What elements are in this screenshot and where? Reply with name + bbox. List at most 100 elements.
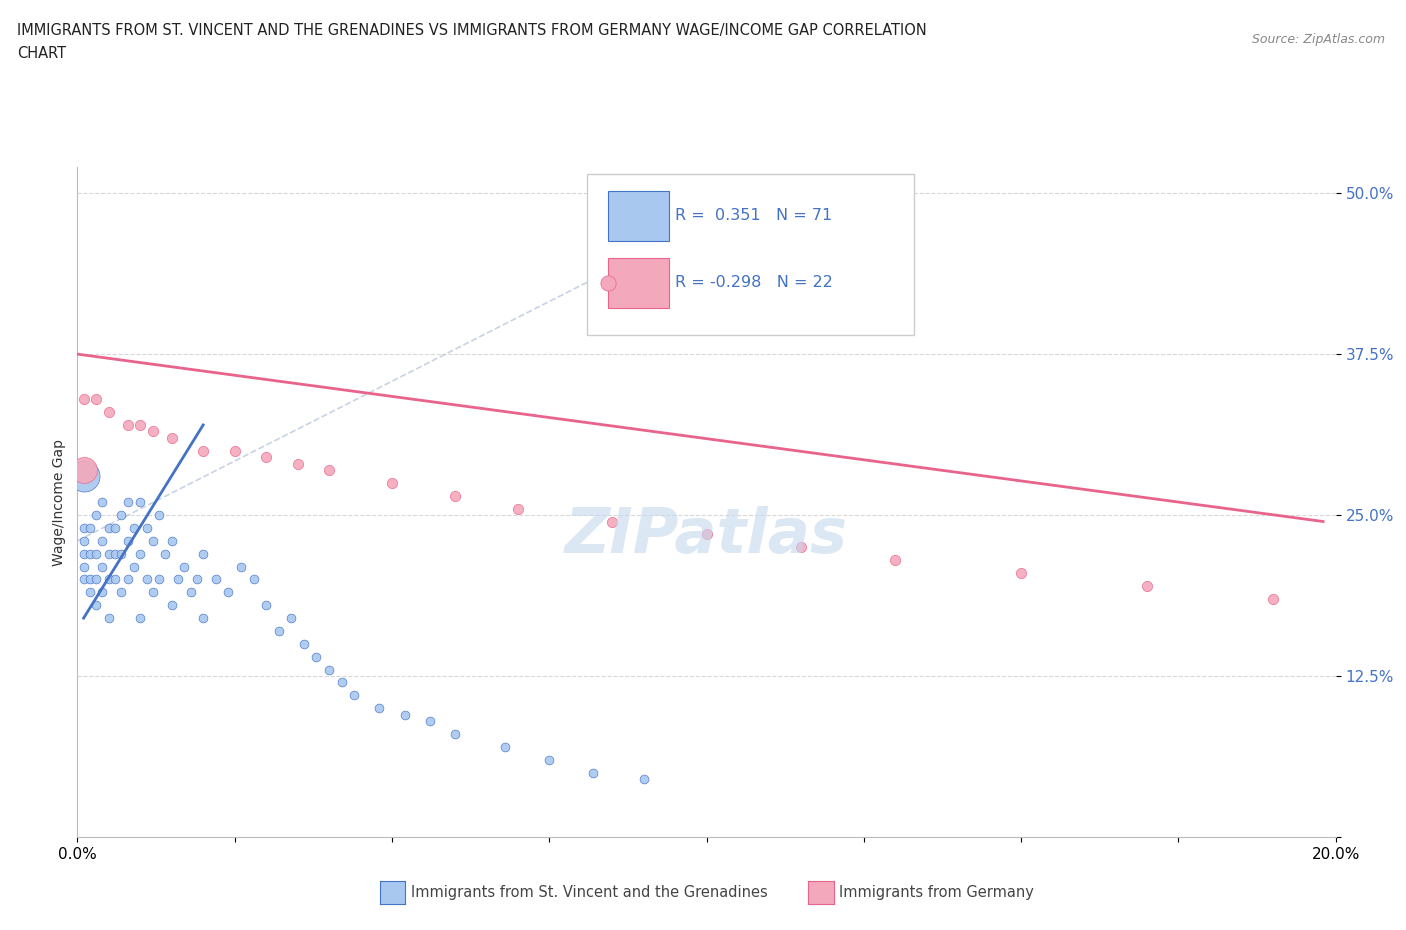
Point: [287, 456, 309, 471]
Point: [91, 559, 114, 574]
Text: Immigrants from St. Vincent and the Grenadines: Immigrants from St. Vincent and the Gren…: [411, 885, 768, 900]
Point: [1261, 591, 1284, 606]
Point: [494, 739, 516, 754]
Point: [110, 546, 132, 561]
Point: [167, 572, 190, 587]
Point: [79, 572, 101, 587]
Text: ZIPatlas: ZIPatlas: [565, 506, 848, 565]
Point: [444, 488, 467, 503]
Point: [160, 534, 183, 549]
Text: Source: ZipAtlas.com: Source: ZipAtlas.com: [1251, 33, 1385, 46]
Point: [72, 572, 94, 587]
Point: [97, 611, 120, 626]
Point: [600, 514, 623, 529]
Text: IMMIGRANTS FROM ST. VINCENT AND THE GRENADINES VS IMMIGRANTS FROM GERMANY WAGE/I: IMMIGRANTS FROM ST. VINCENT AND THE GREN…: [17, 23, 927, 38]
Point: [582, 765, 605, 780]
Point: [142, 585, 165, 600]
Point: [381, 475, 404, 490]
Point: [254, 450, 277, 465]
Point: [148, 572, 170, 587]
Point: [267, 623, 290, 638]
Point: [84, 546, 107, 561]
Point: [186, 572, 208, 587]
Point: [633, 772, 655, 787]
Point: [191, 611, 215, 626]
Point: [254, 598, 277, 613]
Text: CHART: CHART: [17, 46, 66, 61]
Point: [318, 462, 340, 477]
Point: [394, 707, 416, 722]
Point: [160, 598, 183, 613]
Point: [129, 611, 152, 626]
Point: [97, 521, 120, 536]
Point: [129, 418, 152, 432]
Point: [110, 585, 132, 600]
Point: [72, 392, 94, 406]
Point: [97, 546, 120, 561]
Point: [84, 572, 107, 587]
Point: [884, 552, 907, 567]
Point: [122, 521, 145, 536]
Point: [72, 559, 94, 574]
Point: [318, 662, 340, 677]
Text: R =  0.351   N = 71: R = 0.351 N = 71: [675, 208, 832, 223]
Point: [97, 405, 120, 419]
FancyBboxPatch shape: [586, 174, 914, 335]
Point: [280, 611, 302, 626]
Point: [122, 559, 145, 574]
Point: [160, 431, 183, 445]
Point: [790, 539, 813, 554]
Point: [368, 701, 391, 716]
Point: [180, 585, 202, 600]
Point: [217, 585, 239, 600]
Point: [173, 559, 195, 574]
Point: [224, 444, 246, 458]
Point: [191, 546, 215, 561]
Point: [155, 546, 177, 561]
Point: [242, 572, 264, 587]
Point: [135, 521, 157, 536]
Point: [696, 527, 718, 542]
Point: [330, 675, 353, 690]
Point: [91, 585, 114, 600]
Point: [97, 572, 120, 587]
Point: [72, 534, 94, 549]
Point: [142, 424, 165, 439]
Text: Immigrants from Germany: Immigrants from Germany: [839, 885, 1035, 900]
Point: [142, 534, 165, 549]
Point: [104, 546, 127, 561]
Point: [104, 521, 127, 536]
Point: [84, 598, 107, 613]
Point: [117, 418, 139, 432]
Point: [91, 534, 114, 549]
Point: [72, 546, 94, 561]
Point: [148, 508, 170, 523]
Point: [538, 752, 561, 767]
Point: [292, 636, 315, 651]
Point: [110, 508, 132, 523]
Point: [72, 462, 94, 477]
Point: [204, 572, 226, 587]
Y-axis label: Wage/Income Gap: Wage/Income Gap: [52, 439, 66, 565]
Point: [135, 572, 157, 587]
FancyBboxPatch shape: [609, 191, 669, 241]
FancyBboxPatch shape: [609, 258, 669, 308]
Point: [117, 495, 139, 510]
Point: [79, 521, 101, 536]
Point: [117, 572, 139, 587]
Point: [229, 559, 252, 574]
Point: [104, 572, 127, 587]
Point: [79, 546, 101, 561]
Point: [191, 444, 215, 458]
Point: [72, 469, 94, 484]
Point: [129, 546, 152, 561]
Point: [1010, 565, 1032, 580]
Text: R = -0.298   N = 22: R = -0.298 N = 22: [675, 275, 832, 290]
Point: [1136, 578, 1159, 593]
Point: [117, 534, 139, 549]
Point: [72, 521, 94, 536]
Point: [343, 688, 366, 703]
Point: [84, 508, 107, 523]
Point: [129, 495, 152, 510]
Point: [84, 392, 107, 406]
